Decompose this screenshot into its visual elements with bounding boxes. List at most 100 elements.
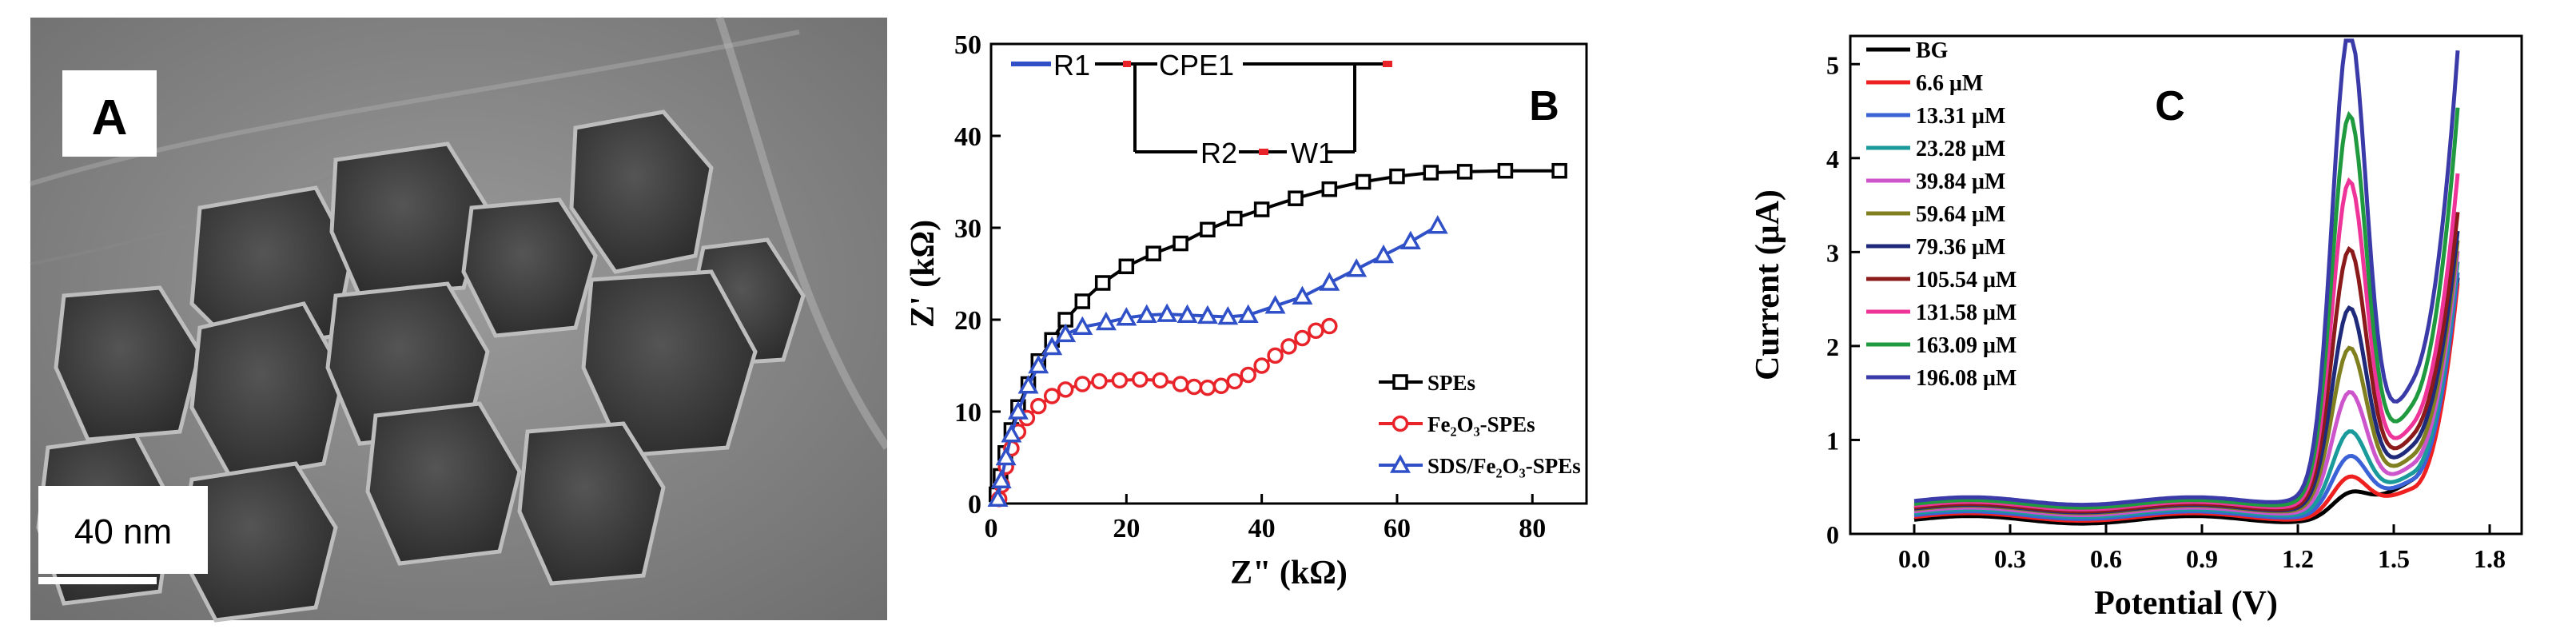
legend-label: Fe₂O₃-SPEs <box>1427 412 1535 436</box>
legend-label: 23.28 μM <box>1916 137 2005 161</box>
panel-c-dpv-chart: 0.0 0.3 0.6 0.9 1.2 1.5 1.8 0 1 2 3 4 5 Potential (V)… <box>1746 0 2576 637</box>
data-point <box>1116 307 1137 326</box>
data-point <box>1055 323 1077 343</box>
tem-micrograph: A 40 nm <box>0 0 887 637</box>
y-axis-label: Z' (kΩ) <box>905 220 942 328</box>
data-point <box>1264 295 1286 314</box>
y-axis-label: Current (μA) <box>1750 189 1786 380</box>
y-tick-label: 50 <box>954 30 981 60</box>
series-fe-o-spes <box>990 317 1338 508</box>
x-tick-label: 0.0 <box>1898 544 1930 573</box>
data-point <box>995 446 1017 466</box>
x-tick-label: 0.3 <box>1994 544 2026 573</box>
nanoparticle <box>189 301 346 482</box>
scale-bar <box>38 577 157 584</box>
data-point <box>1288 190 1304 206</box>
nanoparticle <box>365 401 522 566</box>
data-point <box>1427 215 1448 234</box>
nanoparticle <box>517 421 666 586</box>
circuit-label-cpe1: CPE1 <box>1159 49 1234 82</box>
data-point <box>1196 305 1218 324</box>
data-point <box>1043 388 1061 404</box>
data-point <box>1028 354 1049 374</box>
nanoparticle <box>54 285 202 442</box>
legend-label: SPEs <box>1427 371 1475 395</box>
panel-b-letter: B <box>1529 83 1559 129</box>
plot-frame <box>1849 34 2523 535</box>
x-tick-label: 60 <box>1384 514 1411 543</box>
data-point <box>1199 379 1216 396</box>
x-tick-label: 0.6 <box>2090 544 2122 573</box>
x-tick-label: 1.2 <box>2282 544 2314 573</box>
data-point <box>1030 397 1047 415</box>
data-point <box>1319 272 1340 291</box>
legend-label: 13.31 μM <box>1916 104 2005 129</box>
data-point <box>1111 372 1129 389</box>
data-point <box>1172 376 1189 392</box>
legend-label: SDS/Fe₂O₃-SPEs <box>1427 454 1581 478</box>
x-tick-label: 1.5 <box>2378 544 2410 573</box>
plot-frame <box>989 42 1588 505</box>
x-tick-label: 1.8 <box>2474 544 2506 573</box>
legend-marker <box>1390 454 1411 473</box>
data-point <box>1292 285 1313 305</box>
data-point <box>1145 245 1161 261</box>
panel-a-label-box <box>62 70 157 157</box>
y-tick-label: 10 <box>954 398 981 428</box>
legend-marker <box>1392 374 1408 390</box>
legend-label: 131.58 μM <box>1916 301 2017 325</box>
data-point <box>1136 304 1157 323</box>
data-point <box>1072 316 1093 335</box>
data-point <box>1308 322 1324 340</box>
y-tick-label: 5 <box>1826 50 1839 79</box>
y-tick-label: 40 <box>954 122 981 152</box>
data-point <box>1057 381 1074 398</box>
data-point <box>1007 400 1029 420</box>
legend-label: 6.6 μM <box>1916 71 1983 96</box>
legend-label: 105.54 μM <box>1916 268 2017 293</box>
data-point <box>1017 375 1039 394</box>
nanoparticle <box>461 197 598 338</box>
data-point <box>1240 366 1256 384</box>
panel-a-letter: A <box>92 90 128 145</box>
y-tick-label: 1 <box>1826 426 1839 455</box>
y-tick-label: 30 <box>954 214 981 244</box>
data-point <box>1423 165 1439 181</box>
data-point <box>1212 377 1230 395</box>
dpv-curve <box>1913 107 2460 510</box>
legend-label: BG <box>1916 38 1949 63</box>
data-point <box>1226 372 1244 390</box>
data-point <box>1001 424 1022 443</box>
x-axis-label: Z" (kΩ) <box>1230 555 1348 591</box>
data-point <box>1389 168 1405 185</box>
dpv-curve <box>1913 277 2460 526</box>
series-sds-fe-o-spes <box>987 215 1448 507</box>
circuit-node <box>1383 61 1392 67</box>
nanoparticles <box>36 109 806 623</box>
x-tick-label: 40 <box>1248 514 1276 543</box>
data-point <box>1177 304 1198 323</box>
y-tick-label: 0 <box>968 490 981 520</box>
data-point <box>1094 275 1111 291</box>
dpv-curve <box>1913 38 2460 508</box>
scale-bar-label-box <box>38 486 208 574</box>
data-point <box>1280 338 1297 355</box>
data-point <box>1456 164 1473 180</box>
circuit-label-r1: R1 <box>1053 49 1090 82</box>
nyquist-plot: 0 20 40 60 80 0 10 20 30 40 50 Z" (kΩ) Z' (kΩ) B R1 CP… <box>905 30 1588 591</box>
data-point <box>1091 372 1108 390</box>
data-point <box>1041 336 1063 356</box>
data-point <box>1074 293 1091 309</box>
data-point <box>1118 258 1135 275</box>
data-point <box>1185 378 1203 396</box>
dpv-plot: 0.0 0.3 0.6 0.9 1.2 1.5 1.8 0 1 2 3 4 5 Potential (V)… <box>1750 34 2523 622</box>
data-point <box>1355 173 1372 190</box>
data-point <box>1217 305 1239 325</box>
data-point <box>1346 258 1368 277</box>
data-point <box>1132 371 1149 388</box>
data-point <box>1373 244 1394 264</box>
legend-marker <box>1392 415 1409 432</box>
data-point <box>1321 181 1338 197</box>
data-point <box>1227 210 1243 227</box>
x-tick-label: 0.9 <box>2186 544 2218 573</box>
